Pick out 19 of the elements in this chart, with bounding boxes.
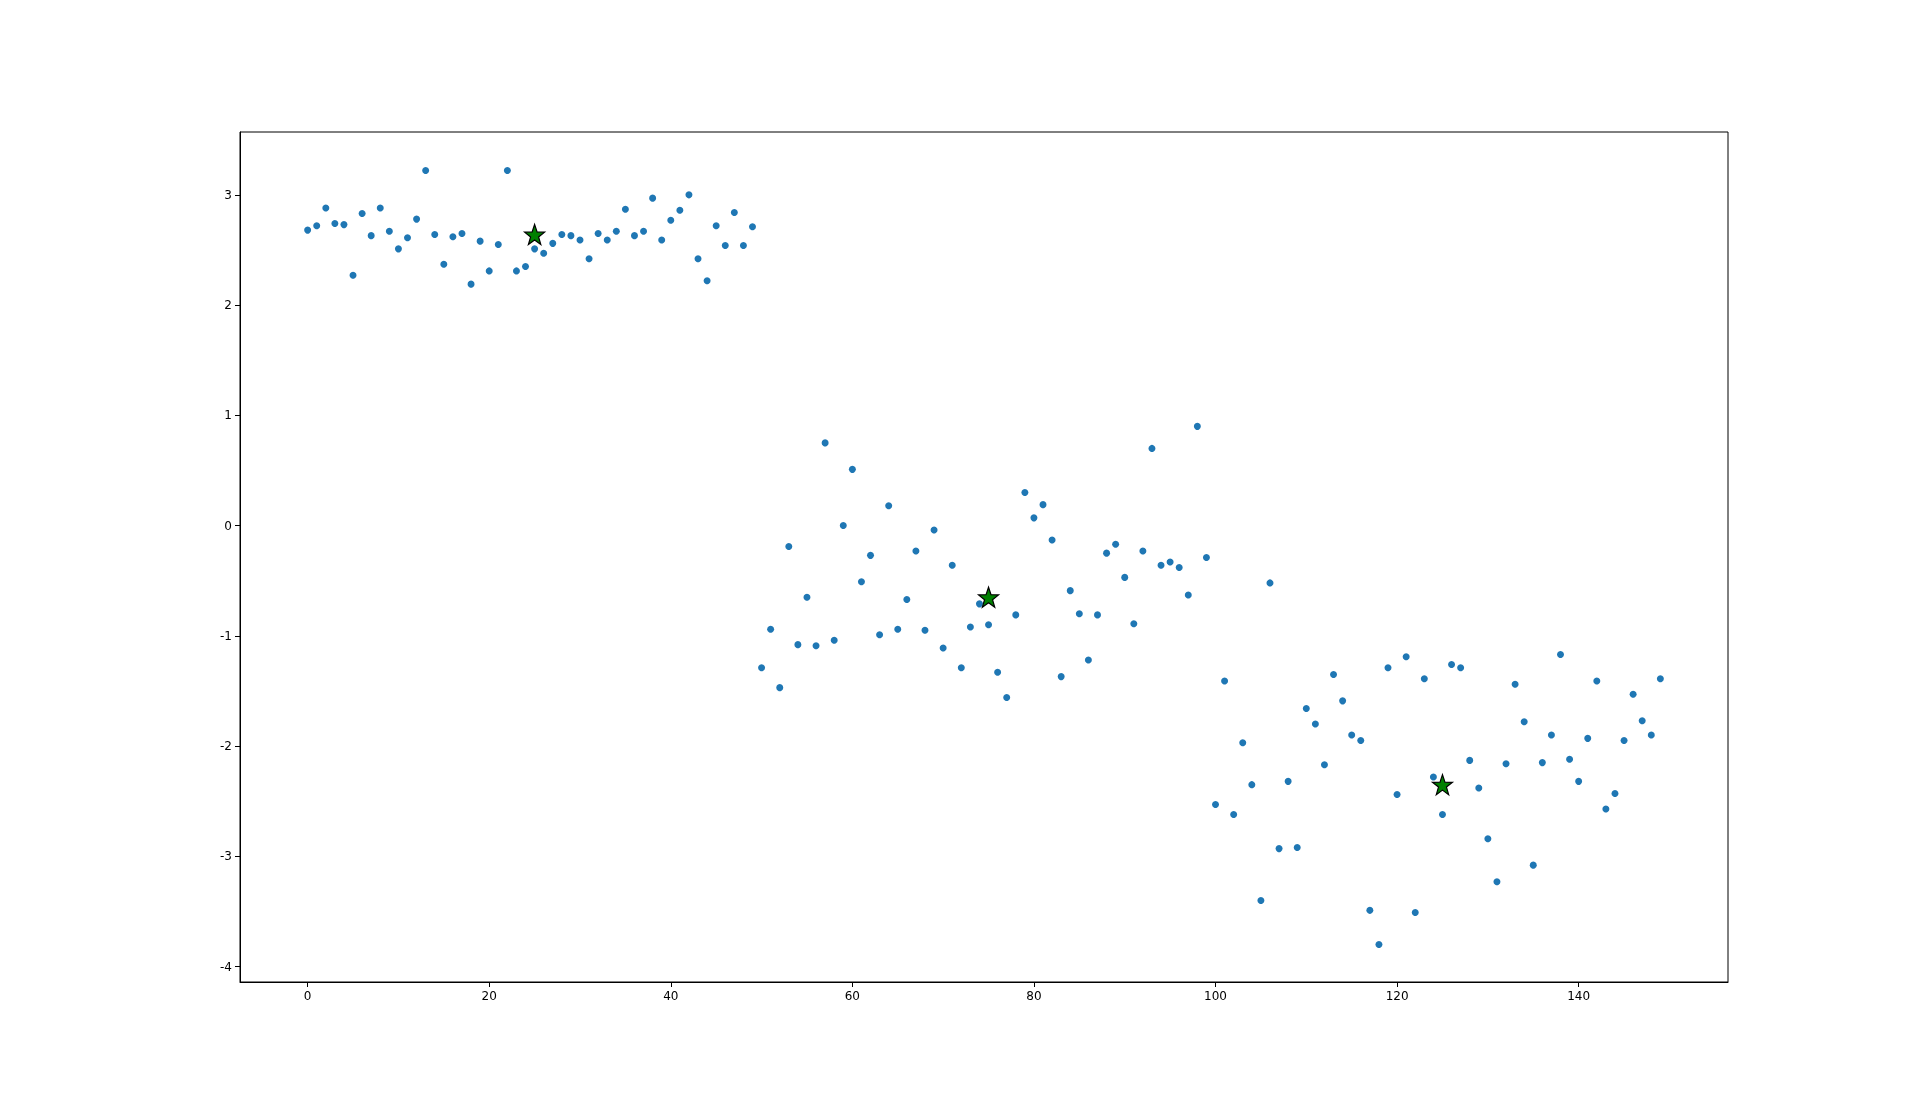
x-tick-label: 100 xyxy=(1204,989,1227,1003)
y-tick-label: -4 xyxy=(220,959,232,974)
y-tick-label: 0 xyxy=(224,518,232,533)
y-tick-label: -1 xyxy=(220,628,232,643)
x-tick-label: 0 xyxy=(303,989,312,1003)
point xyxy=(524,223,546,246)
point xyxy=(977,586,1000,608)
y-tick-label: 3 xyxy=(224,187,232,202)
x-tick-label: 20 xyxy=(481,989,497,1003)
x-tick-label: 40 xyxy=(663,989,679,1003)
y-tick-label: -2 xyxy=(220,739,232,754)
x-tick-label: 60 xyxy=(844,989,860,1003)
point xyxy=(1431,774,1454,796)
x-tick-label: 140 xyxy=(1567,989,1591,1003)
x-tick-label: 120 xyxy=(1385,989,1409,1003)
y-tick-label: -3 xyxy=(220,849,232,864)
y-tick-label: 1 xyxy=(224,408,232,423)
x-tick-label: 80 xyxy=(1026,989,1042,1003)
y-tick-label: 2 xyxy=(224,298,232,313)
